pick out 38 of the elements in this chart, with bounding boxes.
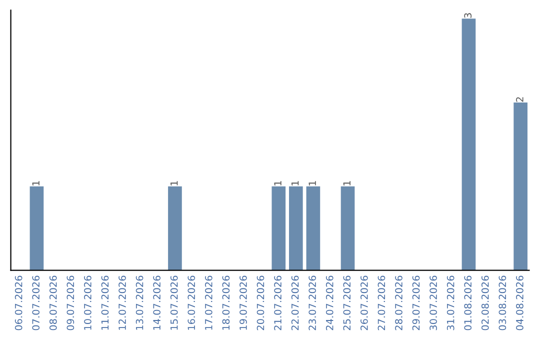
x-tick-label: 12.07.2026 bbox=[118, 276, 126, 330]
data-label: 1 bbox=[308, 181, 316, 186]
x-tick-label: 29.07.2026 bbox=[412, 276, 420, 330]
x-tick-label: 15.07.2026 bbox=[170, 276, 178, 330]
data-label: 1 bbox=[292, 181, 299, 186]
x-tick-label: 18.07.2026 bbox=[222, 276, 230, 330]
x-tick-label: 07.07.2026 bbox=[32, 276, 40, 330]
x-tick-label: 31.07.2026 bbox=[446, 276, 454, 330]
data-label: 1 bbox=[274, 181, 282, 186]
x-tick-label: 26.07.2026 bbox=[360, 276, 368, 330]
x-tick-label: 02.08.2026 bbox=[481, 276, 489, 330]
x-tick-label: 08.07.2026 bbox=[49, 276, 57, 330]
x-tick-label: 17.07.2026 bbox=[204, 276, 212, 330]
x-tick-label: 10.07.2026 bbox=[84, 276, 92, 330]
data-label: 2 bbox=[516, 97, 524, 102]
x-tick-label: 13.07.2026 bbox=[136, 276, 144, 330]
x-tick-label: 03.08.2026 bbox=[498, 276, 506, 330]
x-tick-label: 06.07.2026 bbox=[14, 276, 22, 330]
x-tick-label: 19.07.2026 bbox=[240, 276, 247, 330]
x-tick-label: 23.07.2026 bbox=[308, 276, 316, 330]
data-label: 1 bbox=[343, 181, 350, 186]
x-tick-label: 27.07.2026 bbox=[378, 276, 386, 330]
data-label: 3 bbox=[464, 13, 472, 18]
data-label: 1 bbox=[170, 181, 178, 186]
x-tick-label: 16.07.2026 bbox=[188, 276, 196, 330]
data-label: 1 bbox=[32, 181, 40, 186]
x-tick-label: 22.07.2026 bbox=[291, 276, 299, 330]
x-tick-label: 20.07.2026 bbox=[256, 276, 264, 330]
x-tick-label: 28.07.2026 bbox=[395, 276, 402, 330]
x-tick-label: 11.07.2026 bbox=[101, 276, 109, 330]
x-tick-label: 30.07.2026 bbox=[430, 276, 437, 330]
x-tick-label: 01.08.2026 bbox=[464, 276, 472, 330]
x-tick-label: 14.07.2026 bbox=[153, 276, 160, 330]
x-tick-label: 04.08.2026 bbox=[516, 276, 524, 330]
x-tick-label: 21.07.2026 bbox=[274, 276, 282, 330]
x-tick-label: 24.07.2026 bbox=[326, 276, 334, 330]
x-tick-label: 09.07.2026 bbox=[66, 276, 74, 330]
x-tick-label: 25.07.2026 bbox=[343, 276, 351, 330]
